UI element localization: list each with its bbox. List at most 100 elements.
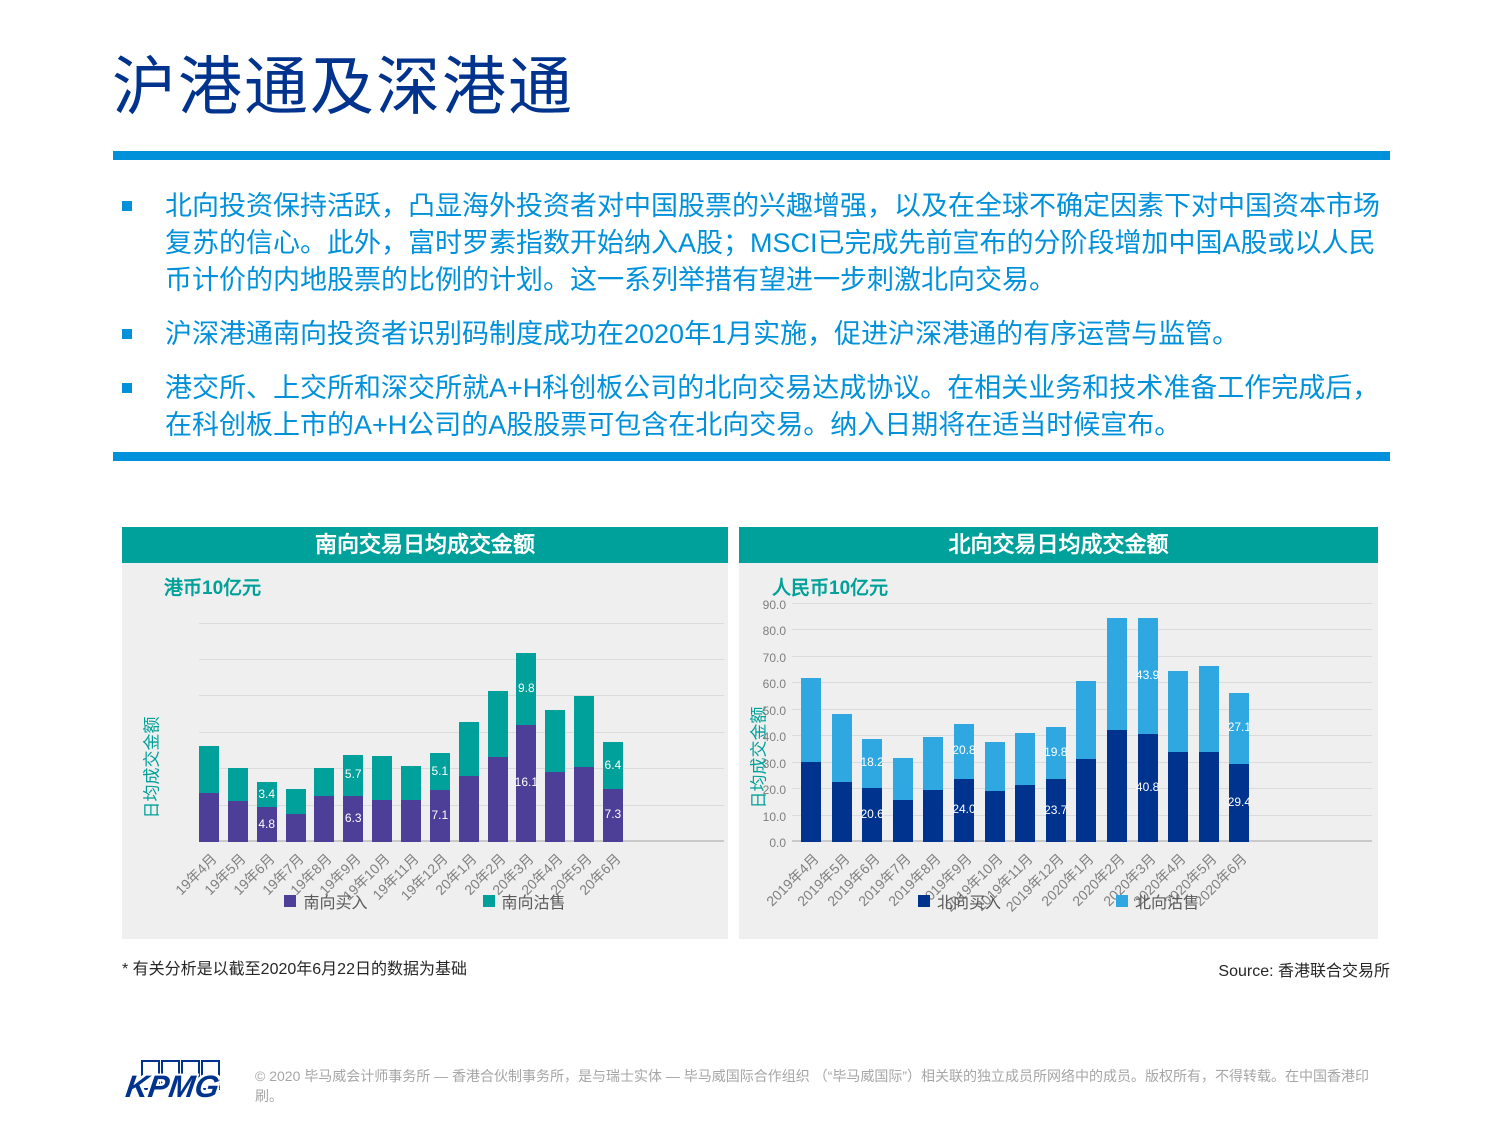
logo-square-icon <box>181 1060 200 1090</box>
bullet-text: 沪深港通南向投资者识别码制度成功在2020年1月实施，促进沪深港通的有序运营与监… <box>165 319 1240 349</box>
bar-segment-buy <box>1229 764 1250 842</box>
bullet-text: 港交所、上交所和深交所就A+H科创板公司的北向交易达成协议。在相关业务和技术准备… <box>165 373 1380 440</box>
bar-segment-sell <box>429 753 450 791</box>
bar-segment-buy <box>602 788 623 842</box>
bar-data-label: 27.1 <box>1227 720 1252 735</box>
bar-segment-sell <box>1107 618 1127 731</box>
y-tick-label: 20.0 <box>762 783 786 798</box>
y-tick-label: 10.0 <box>762 809 786 824</box>
bullet-list: 北向投资保持活跃，凸显海外投资者对中国股票的兴趣增强，以及在全球不确定因素下对中… <box>122 188 1384 461</box>
logo-square-icon <box>141 1060 160 1090</box>
bar-segment-sell <box>199 745 219 793</box>
bar-segment-buy <box>1015 784 1036 842</box>
southbound-chart-body: 港币10亿元 日均成交金额 19年4月 19年5月 19年6月 19年7月 19年8月 1… <box>122 563 728 939</box>
southbound-plot: 19年4月 19年5月 19年6月 19年7月 19年8月 19年9月 19年10月 19年1… <box>172 609 724 904</box>
bar-segment-buy <box>892 799 913 842</box>
bar-data-label: 5.1 <box>431 763 449 778</box>
bar-segment-buy <box>314 796 335 842</box>
legend-swatch-buy <box>284 895 297 907</box>
y-tick-label: 80.0 <box>762 624 786 639</box>
divider-bottom <box>113 452 1390 461</box>
bar-segment-sell <box>487 691 508 757</box>
bullet-square-icon <box>122 383 132 393</box>
bar-segment-buy <box>545 772 566 842</box>
southbound-legend: 南向买入 南向沽售 <box>122 889 728 913</box>
y-tick-label: 60.0 <box>762 677 786 692</box>
northbound-unit-label: 人民币10亿元 <box>772 578 889 599</box>
bar-segment-buy <box>1198 751 1219 842</box>
southbound-y-axis-label: 日均成交金额 <box>142 716 162 819</box>
bar-data-label: 6.3 <box>344 811 362 826</box>
bar-segment-sell <box>343 754 364 797</box>
northbound-legend: 北向买入 北向沽售 <box>739 889 1378 913</box>
gridline <box>792 603 1372 604</box>
page-title: 沪港通及深港通 <box>112 51 574 123</box>
bar-segment-sell <box>1198 666 1219 752</box>
bar-segment-buy <box>400 799 421 842</box>
legend-swatch-sell <box>1116 895 1128 907</box>
northbound-chart-body: 人民币10亿元 日均成交金额 0.0 10.0 20.0 30.0 40.0 50.0 60… <box>739 563 1378 939</box>
bar-segment-sell <box>1015 732 1036 785</box>
bar-segment-sell <box>862 739 883 788</box>
bar-segment-sell <box>574 696 595 768</box>
legend-swatch-sell <box>482 895 495 907</box>
bar-data-label: 16.1 <box>514 775 539 790</box>
bar-data-label: 20.8 <box>952 743 976 758</box>
bar-segment-sell <box>831 714 852 783</box>
divider-top <box>113 151 1390 160</box>
legend-label: 南向沽售 <box>501 895 566 912</box>
y-tick-label: 70.0 <box>762 650 786 665</box>
bar-segment-buy <box>199 792 219 842</box>
bar-segment-sell <box>1229 692 1250 765</box>
bullet-item: 北向投资保持活跃，凸显海外投资者对中国股票的兴趣增强，以及在全球不确定因素下对中… <box>122 188 1384 299</box>
legend-item: 南向沽售 <box>482 889 566 913</box>
bar-segment-buy <box>458 776 479 842</box>
bar-data-label: 23.7 <box>1044 802 1068 817</box>
southbound-chart-panel: 南向交易日均成交金额 港币10亿元 日均成交金额 19年4月 19年5月 19年6月… <box>122 527 728 939</box>
bar-segment-buy <box>1137 734 1158 842</box>
gridline <box>199 695 724 697</box>
bar-segment-buy <box>429 790 450 842</box>
bar-data-label: 5.7 <box>344 767 362 782</box>
bullet-text: 北向投资保持活跃，凸显海外投资者对中国股票的兴趣增强，以及在全球不确定因素下对中… <box>165 191 1380 295</box>
northbound-plot: 0.0 10.0 20.0 30.0 40.0 50.0 60.0 70.0 80.0 90.0 2… <box>763 598 1372 915</box>
northbound-chart-panel: 北向交易日均成交金额 人民币10亿元 日均成交金额 0.0 10.0 20.0 30.… <box>739 527 1378 939</box>
bar-segment-sell <box>227 767 248 802</box>
bar-data-label: 9.8 <box>518 681 535 696</box>
footnote: * 有关分析是以截至2020年6月22日的数据为基础 <box>122 961 467 978</box>
bar-segment-buy <box>372 799 393 842</box>
bar-segment-sell <box>545 710 566 773</box>
logo-text: KPMG <box>123 1069 222 1104</box>
bullet-item: 沪深港通南向投资者识别码制度成功在2020年1月实施，促进沪深港通的有序运营与监… <box>122 316 1384 353</box>
legend-item: 南向买入 <box>284 889 368 913</box>
bar-segment-sell <box>1045 726 1066 780</box>
bar-segment-sell <box>372 756 393 800</box>
bar-data-label: 4.8 <box>258 816 276 831</box>
y-tick-label: 50.0 <box>762 703 786 718</box>
bullet-square-icon <box>122 201 132 211</box>
bar-data-label: 7.1 <box>431 808 449 823</box>
bar-data-label: 6.4 <box>604 757 622 772</box>
y-tick-label: 0.0 <box>769 836 786 850</box>
bar-segment-buy <box>1168 751 1189 842</box>
y-tick-label: 40.0 <box>762 730 786 745</box>
bar-segment-buy <box>285 813 306 842</box>
bar-segment-sell <box>314 767 335 797</box>
bar-data-label: 3.4 <box>258 786 276 801</box>
bar-data-label: 43.9 <box>1135 668 1160 683</box>
bar-segment-buy <box>256 807 277 842</box>
bar-segment-sell <box>1137 618 1158 735</box>
bar-data-label: 18.2 <box>860 755 884 770</box>
bar-segment-buy <box>487 756 508 842</box>
gridline <box>199 658 724 660</box>
legend-label: 北向买入 <box>936 895 1001 912</box>
bar-data-label: 24.0 <box>952 802 976 817</box>
bar-segment-buy <box>574 767 595 842</box>
kpmg-logo: KPMG <box>123 1056 236 1106</box>
bar-segment-buy <box>923 790 944 842</box>
bar-segment-sell <box>984 742 1005 791</box>
southbound-unit-label: 港币10亿元 <box>164 578 262 599</box>
bar-segment-sell <box>954 723 974 779</box>
bar-segment-buy <box>1107 730 1127 842</box>
